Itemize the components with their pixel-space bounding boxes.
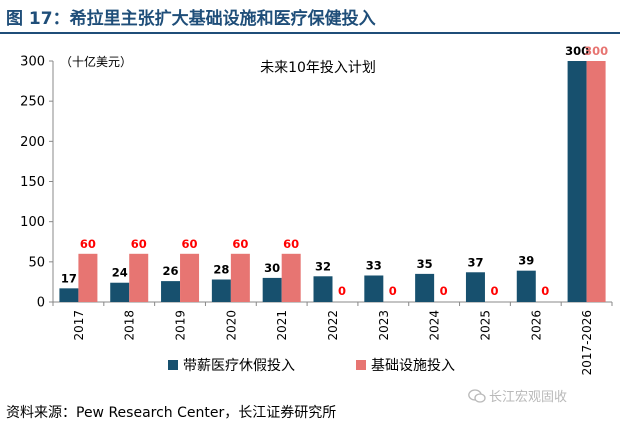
x-tick-label: 2019	[174, 310, 188, 341]
legend-swatch-series2	[356, 360, 366, 370]
legend-label-series1: 带薪医疗休假投入	[183, 358, 295, 374]
bar-series1-label: 28	[213, 263, 229, 277]
watermark-text: 长江宏观固收	[489, 390, 568, 405]
bar-series2-label: 60	[283, 237, 299, 251]
bar-series1-label: 39	[518, 254, 534, 268]
x-tick-label: 2017-2026	[580, 310, 594, 375]
chart-title: 未来10年投入计划	[260, 60, 376, 76]
y-tick-label: 250	[20, 95, 45, 110]
watermark: 长江宏观固收	[468, 386, 567, 405]
bar-series2-label: 0	[389, 284, 397, 298]
bar-series1	[262, 277, 282, 302]
bar-series2-label: 0	[338, 284, 346, 298]
bar-series1	[567, 61, 587, 302]
x-tick-label: 2022	[326, 310, 340, 341]
legend: 带薪医疗休假投入 基础设施投入	[168, 357, 455, 374]
wechat-icon	[468, 388, 486, 403]
bar-series2	[78, 253, 98, 302]
x-tick-label: 2025	[478, 310, 492, 341]
bar-series1	[110, 282, 130, 302]
bar-series2-label: 60	[80, 237, 96, 251]
bar-series2-label: 60	[182, 237, 198, 251]
bar-series1-label: 32	[315, 259, 331, 273]
y-tick-label: 100	[20, 215, 45, 230]
x-tick-label: 2023	[377, 310, 391, 341]
title-rule	[0, 32, 620, 34]
unit-label: （十亿美元）	[60, 54, 132, 69]
bar-series1-label: 17	[61, 271, 77, 285]
bar-series2	[129, 253, 149, 302]
bar-series1	[313, 276, 333, 302]
legend-label-series2: 基础设施投入	[371, 357, 455, 374]
bar-series2-label: 0	[440, 284, 448, 298]
x-tick-label: 2018	[123, 310, 137, 341]
y-tick-label: 0	[37, 296, 45, 311]
bar-series1	[415, 273, 435, 302]
bar-series2-label: 300	[584, 44, 608, 58]
y-tick-label: 300	[20, 55, 45, 70]
bar-series1	[465, 272, 485, 302]
bar-series1-label: 300	[565, 44, 589, 58]
bars: 1760246026602860306032033035037039030030…	[59, 44, 608, 302]
bar-series1-label: 24	[112, 266, 128, 280]
bar-series1	[364, 275, 384, 302]
x-tick-label: 2020	[224, 310, 238, 341]
bar-series2-label: 0	[490, 284, 498, 298]
bar-series2	[281, 253, 301, 302]
x-axis: 2017 2018 2019 2020 2021 2022 2023 2024 2025 2026…	[52, 301, 613, 375]
bar-series1	[516, 270, 536, 302]
bar-series1-label: 26	[163, 264, 179, 278]
bar-series2-label: 60	[232, 237, 248, 251]
source-note: 资料来源：Pew Research Center，长江证券研究所	[6, 405, 337, 421]
bar-series2-label: 60	[131, 237, 147, 251]
bar-series1-label: 33	[366, 258, 382, 272]
x-tick-label: 2021	[275, 310, 289, 341]
bar-series2	[230, 253, 250, 302]
legend-swatch-series1	[168, 360, 178, 370]
bar-series1	[161, 281, 181, 302]
bar-series1-label: 30	[264, 261, 280, 275]
bar-series2	[586, 61, 606, 302]
x-tick-label: 2017	[72, 310, 86, 341]
x-tick-label: 2026	[529, 310, 543, 341]
y-tick-label: 200	[20, 135, 45, 150]
bar-series1	[211, 279, 231, 302]
bar-series2-label: 0	[541, 284, 549, 298]
y-axis: 0 50 100 150 200 250 300	[20, 55, 54, 311]
figure-title: 图 17：希拉里主张扩大基础设施和医疗保健投入	[6, 9, 376, 29]
bar-series1-label: 37	[467, 255, 483, 269]
y-tick-label: 50	[28, 255, 45, 270]
bar-series2	[180, 253, 200, 302]
bar-series1	[59, 288, 79, 302]
x-tick-label: 2024	[428, 310, 442, 341]
bar-series1-label: 35	[417, 257, 433, 271]
y-tick-label: 150	[20, 175, 45, 190]
